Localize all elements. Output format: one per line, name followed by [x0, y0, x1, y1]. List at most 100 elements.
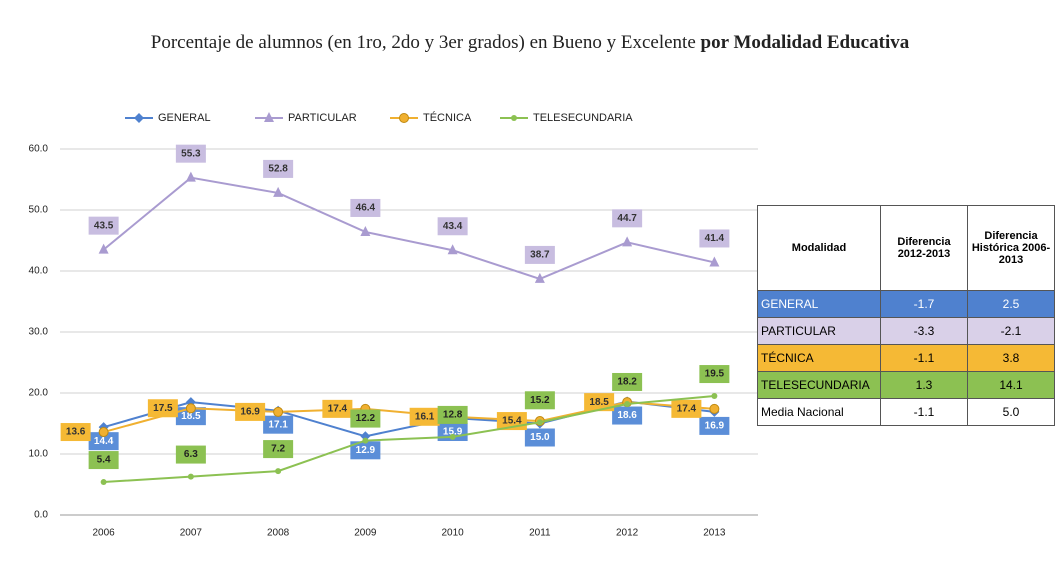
data-point [360, 225, 371, 236]
data-label: 13.6 [66, 427, 86, 438]
label-box [88, 432, 119, 451]
table-cell: TELESECUNDARIA [757, 371, 881, 399]
y-tick-label: 0.0 [34, 510, 48, 521]
x-tick-label: 2013 [703, 528, 726, 539]
label-box [524, 391, 555, 410]
legend-label: TÉCNICA [423, 111, 472, 124]
header-cell: Modalidad [757, 205, 881, 291]
data-point [98, 243, 109, 254]
legend-label: GENERAL [158, 112, 211, 124]
data-label: 6.3 [184, 449, 198, 460]
label-box [350, 441, 381, 460]
x-tick-label: 2010 [442, 528, 465, 539]
table-cell: 1.3 [880, 371, 968, 399]
x-tick-label: 2011 [529, 528, 551, 539]
table-cell: 14.1 [967, 371, 1055, 399]
data-label: 46.4 [356, 203, 376, 214]
label-box [437, 217, 468, 236]
data-point [711, 393, 718, 400]
table-cell: GENERAL [757, 290, 881, 318]
data-label: 14.4 [94, 436, 114, 447]
label-box [524, 428, 555, 447]
table-cell: -3.3 [880, 317, 968, 345]
data-label: 17.4 [328, 404, 348, 415]
data-label: 43.4 [443, 221, 463, 232]
data-point [185, 171, 196, 182]
title-text: Porcentaje de alumnos (en 1ro, 2do y 3er… [150, 32, 696, 53]
y-tick-label: 60.0 [29, 144, 49, 155]
data-point [273, 186, 284, 197]
y-tick-label: 30.0 [29, 327, 49, 338]
data-label: 18.6 [617, 410, 637, 421]
label-box [699, 365, 730, 384]
label-box [263, 415, 294, 434]
data-label: 52.8 [268, 164, 288, 175]
data-point [360, 431, 371, 442]
legend-marker [264, 112, 274, 122]
data-label: 55.3 [181, 148, 201, 159]
legend-marker [511, 115, 517, 121]
data-label: 38.7 [530, 250, 550, 261]
data-point [98, 427, 109, 438]
data-label: 19.5 [705, 369, 725, 380]
table-cell: Media Nacional [757, 398, 881, 426]
label-box [322, 399, 353, 418]
x-tick-label: 2008 [267, 528, 290, 539]
summary-table: Modalidad Diferencia 2012-2013 Diferenci… [757, 205, 1055, 426]
label-box [612, 209, 643, 228]
label-box [612, 406, 643, 425]
label-box [88, 451, 119, 470]
label-box [175, 407, 206, 426]
legend-label: PARTICULAR [288, 112, 357, 124]
data-label: 16.1 [415, 411, 435, 422]
data-label: 15.0 [530, 432, 550, 443]
x-tick-label: 2007 [180, 528, 203, 539]
data-label: 16.9 [240, 407, 260, 418]
chart-title: Porcentaje de alumnos (en 1ro, 2do y 3er… [0, 32, 1060, 54]
x-tick-label: 2012 [616, 528, 639, 539]
title-emphasis: por Modalidad Educativa [700, 32, 910, 53]
series-line [102, 176, 715, 280]
header-cell: Diferencia Histórica 2006-2013 [967, 205, 1055, 291]
label-box [699, 416, 730, 435]
data-point [100, 479, 107, 486]
data-point [275, 468, 282, 475]
data-label: 17.4 [677, 404, 697, 415]
data-label: 18.5 [181, 411, 201, 422]
label-box [175, 144, 206, 163]
label-box [612, 372, 643, 391]
table-cell: -2.1 [967, 317, 1055, 345]
data-label: 12.2 [356, 413, 376, 424]
y-tick-label: 20.0 [29, 388, 49, 399]
data-label: 5.4 [97, 455, 111, 466]
data-label: 18.5 [589, 397, 609, 408]
table-cell: 2.5 [967, 290, 1055, 318]
data-point [185, 403, 196, 414]
y-tick-label: 10.0 [29, 449, 49, 460]
label-box [60, 423, 91, 442]
legend-marker [399, 113, 409, 123]
label-box [263, 440, 294, 459]
data-label: 18.2 [617, 377, 637, 388]
label-box [699, 229, 730, 248]
data-label: 15.4 [502, 416, 522, 427]
label-box [147, 399, 178, 418]
data-label: 12.8 [443, 410, 463, 421]
y-tick-label: 50.0 [29, 205, 49, 216]
table-row: TÉCNICA -1.1 3.8 [757, 344, 1055, 372]
data-label: 17.5 [153, 403, 173, 414]
table-row: Media Nacional -1.1 5.0 [757, 398, 1055, 426]
data-label: 16.9 [705, 421, 725, 432]
data-point [709, 403, 720, 414]
x-tick-label: 2009 [354, 528, 377, 539]
data-label: 44.7 [617, 213, 637, 224]
legend-marker [134, 113, 144, 123]
table-cell: 3.8 [967, 344, 1055, 372]
data-label: 17.1 [268, 419, 288, 430]
data-point [534, 272, 545, 283]
table-row: TELESECUNDARIA 1.3 14.1 [757, 371, 1055, 399]
label-box [350, 409, 381, 428]
table-header: Modalidad Diferencia 2012-2013 Diferenci… [757, 205, 1055, 291]
table-cell: -1.1 [880, 398, 968, 426]
